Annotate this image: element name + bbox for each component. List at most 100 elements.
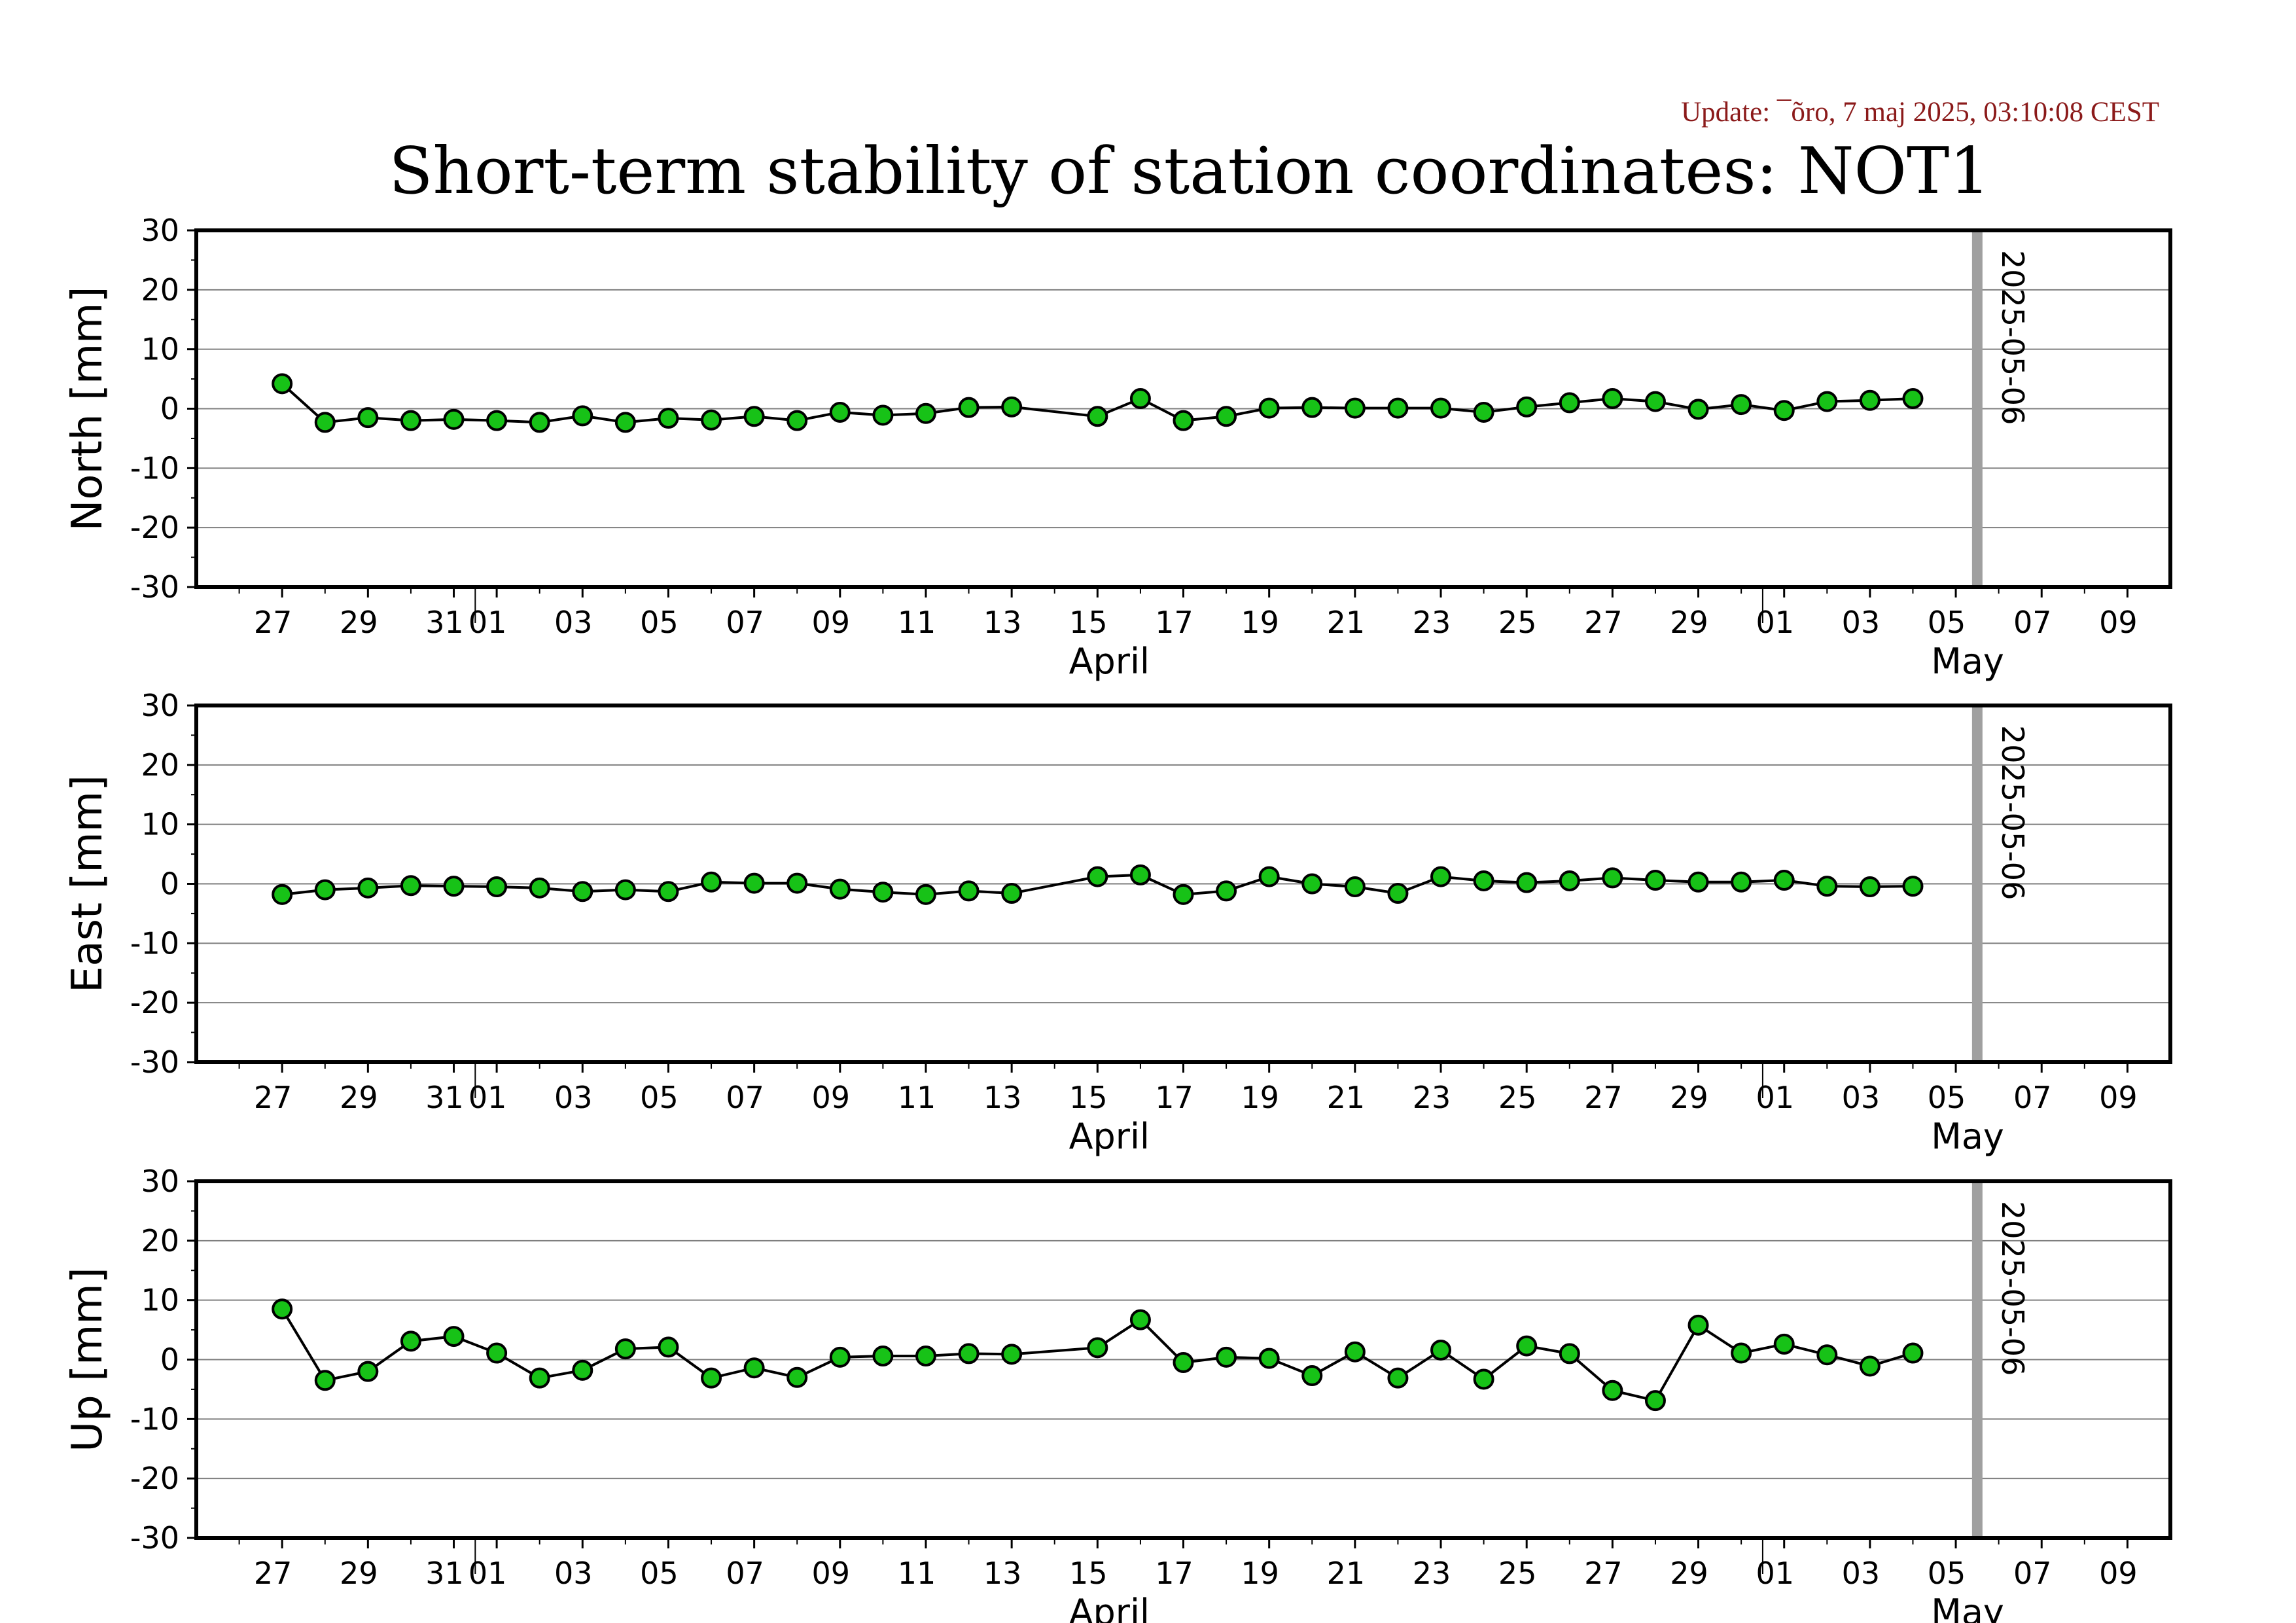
x-tick-label: 03 [1842, 1080, 1881, 1115]
x-tick-label: 31 [425, 1556, 464, 1591]
data-point [958, 397, 980, 418]
y-axis-label: East [mm] [63, 775, 112, 993]
data-point [915, 883, 936, 905]
data-point [486, 1342, 508, 1364]
y-tick-label: 10 [141, 1283, 179, 1318]
data-point [1859, 876, 1881, 898]
data-point [1902, 876, 1924, 897]
data-point [1687, 1314, 1709, 1336]
data-point [872, 404, 894, 426]
data-point [614, 1338, 636, 1360]
data-point [1301, 873, 1323, 895]
x-tick-label: 11 [898, 1080, 936, 1115]
data-point [443, 1326, 465, 1347]
data-point [1129, 388, 1151, 410]
data-point [443, 876, 465, 897]
data-point [915, 402, 936, 424]
data-point [1473, 401, 1494, 423]
y-tick-label: 20 [141, 747, 179, 783]
data-point [958, 880, 980, 902]
data-point [529, 1367, 550, 1389]
month-label: May [1931, 641, 2004, 682]
data-point [1301, 397, 1323, 418]
x-tick-label: 03 [554, 1080, 593, 1115]
x-tick-label: 01 [1756, 605, 1794, 640]
chart-title: Short-term stability of station coordina… [389, 134, 1990, 209]
data-point [314, 1370, 336, 1391]
x-tick-label: 07 [2013, 605, 2052, 640]
x-tick-label: 21 [1327, 1556, 1366, 1591]
data-point [357, 877, 379, 899]
x-tick-label: 27 [254, 605, 292, 640]
x-tick-label: 31 [425, 605, 464, 640]
x-tick-label: 15 [1069, 1556, 1108, 1591]
x-tick-label: 07 [726, 1556, 764, 1591]
update-timestamp: Update: ¯õro, 7 maj 2025, 03:10:08 CEST [1681, 97, 2159, 128]
data-point [614, 879, 636, 901]
data-point [1559, 392, 1580, 414]
data-point [1731, 1342, 1752, 1364]
data-point [1773, 1333, 1795, 1355]
current-date-line [1971, 1181, 1983, 1538]
x-tick-label: 03 [554, 1556, 593, 1591]
y-tick-label: -30 [130, 1044, 179, 1080]
data-point [400, 875, 421, 897]
data-point [1387, 397, 1409, 419]
data-point [1687, 871, 1709, 893]
data-point [701, 871, 722, 893]
data-point [701, 409, 722, 431]
data-point [1087, 1337, 1108, 1359]
data-point [314, 879, 336, 901]
data-point [1516, 872, 1538, 893]
x-tick-label: 27 [254, 1556, 292, 1591]
x-tick-label: 27 [1584, 1556, 1623, 1591]
y-tick-label: 10 [141, 807, 179, 842]
data-point [486, 410, 508, 431]
x-tick-label: 05 [640, 1556, 679, 1591]
data-point [1816, 876, 1838, 897]
current-date-label: 2025-05-06 [1995, 250, 2030, 425]
x-tick-label: 25 [1498, 1556, 1537, 1591]
data-point [1430, 1339, 1452, 1361]
data-point [658, 1336, 679, 1358]
data-point [529, 877, 550, 899]
current-date-line [1971, 230, 1983, 587]
x-tick-label: 09 [812, 605, 851, 640]
data-point [958, 1343, 980, 1364]
x-tick-label: 29 [1670, 1556, 1708, 1591]
data-point [1773, 870, 1795, 891]
y-tick-label: -10 [130, 450, 179, 486]
data-point [743, 406, 765, 427]
x-tick-label: 29 [340, 1080, 378, 1115]
data-point [786, 872, 808, 894]
data-point [486, 876, 508, 898]
data-point [829, 878, 851, 900]
x-tick-label: 09 [2099, 605, 2138, 640]
y-axis-label: North [mm] [63, 287, 112, 531]
x-tick-label: 01 [468, 605, 507, 640]
x-tick-label: 15 [1069, 605, 1108, 640]
data-point [1001, 1344, 1023, 1365]
data-point [572, 881, 593, 902]
data-point [400, 1330, 421, 1352]
data-point [272, 1298, 293, 1320]
data-point [872, 1346, 894, 1367]
data-point [357, 407, 379, 429]
data-point [915, 1346, 936, 1367]
y-tick-label: -20 [130, 985, 179, 1020]
data-point [872, 882, 894, 903]
data-point [1301, 1365, 1323, 1387]
y-tick-label: 20 [141, 1223, 179, 1258]
data-point [1087, 866, 1108, 887]
data-point [1644, 870, 1666, 891]
y-tick-label: -10 [130, 1401, 179, 1436]
y-tick-label: 0 [160, 1342, 179, 1378]
data-point [1387, 1367, 1409, 1389]
data-point [1816, 391, 1838, 412]
x-tick-label: 25 [1498, 1080, 1537, 1115]
x-tick-label: 01 [468, 1080, 507, 1115]
data-point [1258, 397, 1280, 419]
x-tick-label: 01 [1756, 1080, 1794, 1115]
